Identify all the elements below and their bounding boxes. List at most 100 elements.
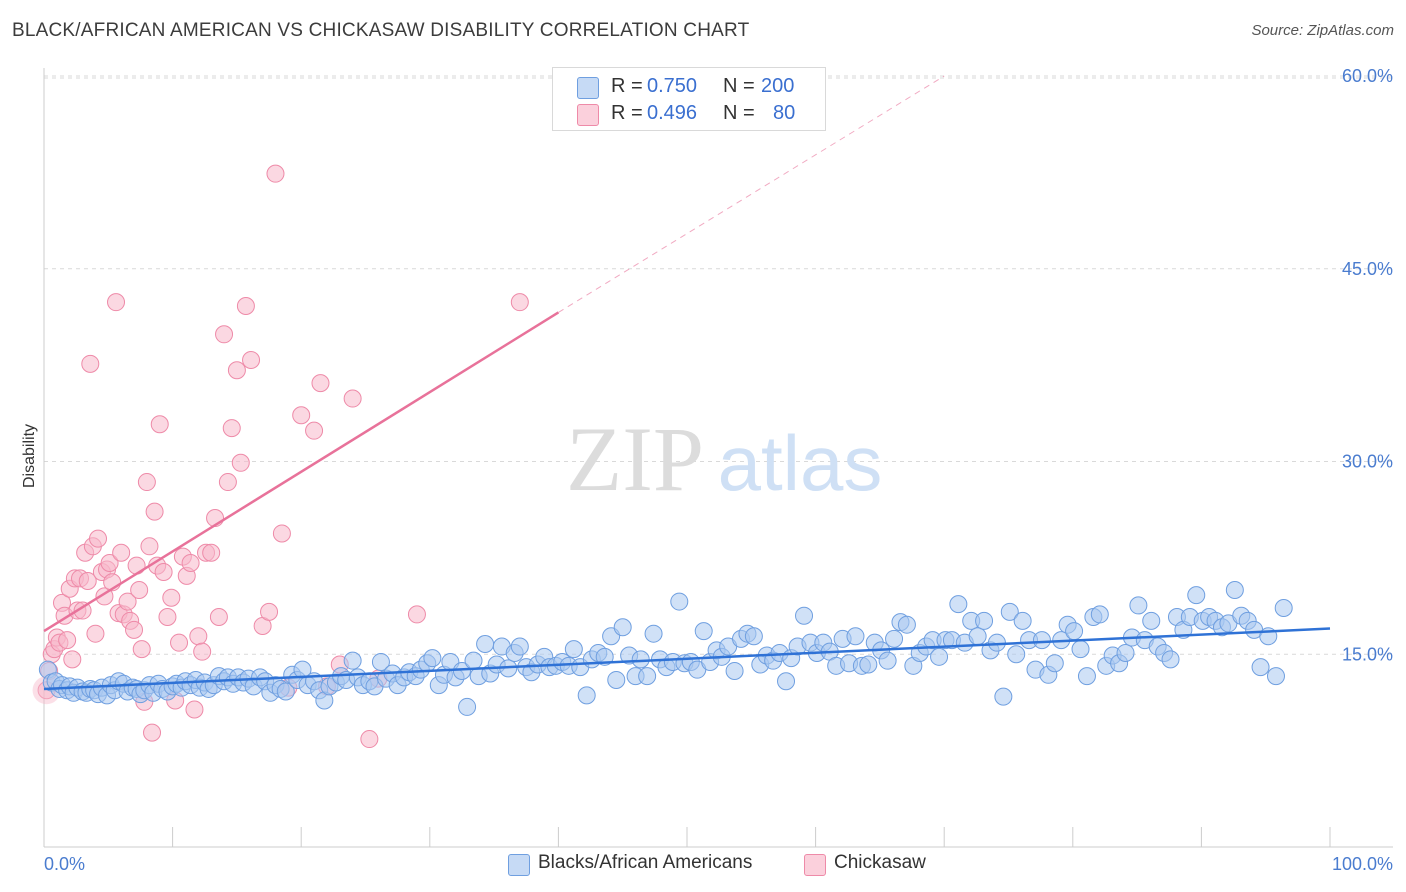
y-tick-labels: 15.0% 30.0% 45.0% 60.0% [1342,66,1393,664]
blacks-point [744,627,763,646]
blacks-trend-line [43,627,1331,691]
chickasaw-point [202,543,221,562]
blacks-point [1187,586,1206,605]
blacks-point [1161,650,1180,669]
legend-n-value: 80 [773,102,796,124]
chickasaw-point [140,537,159,556]
legend-label-blacks: Blacks/African Americans [538,852,753,873]
chickasaw-point [260,602,279,621]
chickasaw-point [189,627,208,646]
blacks-point [1116,643,1135,662]
chickasaw-point [218,473,237,492]
chickasaw-point [305,421,324,440]
chickasaw-point [407,605,426,624]
blacks-point [371,652,390,671]
blacks-point [607,670,626,689]
chickasaw-point [311,374,330,393]
series-legend: Blacks/African Americans Chickasaw [0,852,1406,878]
chickasaw-point [292,406,311,425]
chickasaw-point [137,473,156,492]
blacks-point [1007,645,1026,664]
chickasaw-point [112,543,131,562]
blacks-point [968,627,987,646]
blacks-point [458,697,477,716]
blacks-points [38,581,1293,716]
legend-r-label: R = [611,102,643,124]
blacks-point [1065,622,1084,641]
blacks-point [930,647,949,666]
blacks-point [1251,658,1270,677]
blacks-point [949,595,968,614]
chickasaw-point [154,563,173,582]
correlation-legend: R = 0.750 N = 200 R = 0.496 N = 80 [552,67,826,131]
y-tick-label: 30.0% [1342,452,1393,472]
axes [43,68,1393,848]
blacks-point [476,634,495,653]
legend-r-value: 0.496 [647,102,698,124]
blacks-point [1142,611,1161,630]
blacks-point [694,622,713,641]
blacks-point [1013,611,1032,630]
chickasaw-point [227,361,246,380]
blacks-point [343,651,362,670]
chickasaw-point [215,325,234,344]
chickasaw-point [118,592,137,611]
chickasaw-point [510,293,529,312]
chickasaw-point [100,554,119,573]
legend-n-label: N = [723,75,755,97]
blacks-point [725,661,744,680]
chickasaw-point [193,642,212,661]
source-label: Source: ZipAtlas.com [1251,22,1394,39]
blacks-point [1000,602,1019,621]
chickasaw-point [86,624,105,643]
blacks-point [638,667,657,686]
blacks-point [464,651,483,670]
blacks-point [595,647,614,666]
blacks-point [795,606,814,625]
blacks-point [1274,598,1293,617]
blacks-point [897,615,916,634]
chickasaw-point [343,389,362,408]
chickasaw-point [222,419,241,438]
chickasaw-point [132,640,151,659]
blacks-point [670,592,689,611]
legend-swatch-pink [804,854,826,876]
blacks-point [777,672,796,691]
blacks-point [564,640,583,659]
blacks-point [1071,640,1090,659]
blacks-point [644,624,663,643]
chickasaw-point [130,581,149,599]
blacks-point [975,611,994,630]
blacks-point [1129,596,1148,615]
blacks-point [613,618,632,637]
chickasaw-point [107,293,126,312]
chickasaw-point [89,529,108,548]
legend-swatch-blue [508,854,530,876]
chickasaw-point [185,700,204,719]
y-tick-label: 45.0% [1342,259,1393,279]
watermark-atlas: atlas [718,419,883,507]
chickasaw-point [236,297,255,316]
y-axis-title: Disability [21,424,38,488]
x-tick-label-max: 100.0% [1332,854,1393,874]
blacks-point [1225,581,1244,599]
blacks-point [423,649,442,668]
blacks-point [878,651,897,670]
blacks-point [1077,667,1096,686]
legend-r-label: R = [611,75,643,97]
legend-label-chickasaw: Chickasaw [834,852,926,873]
chickasaw-point [143,723,162,742]
chickasaw-point [145,502,164,521]
chickasaw-point [73,601,92,620]
blacks-point [859,655,878,674]
legend-n-value: 200 [761,75,795,97]
chickasaw-point [242,350,261,369]
blacks-point [577,686,596,705]
legend-r-value: 0.750 [647,75,698,97]
x-tick-label-min: 0.0% [44,854,85,874]
chickasaw-point [181,554,200,573]
legend-n-label: N = [723,102,755,124]
chickasaw-trend-line [43,311,560,633]
chickasaw-point [78,572,97,591]
